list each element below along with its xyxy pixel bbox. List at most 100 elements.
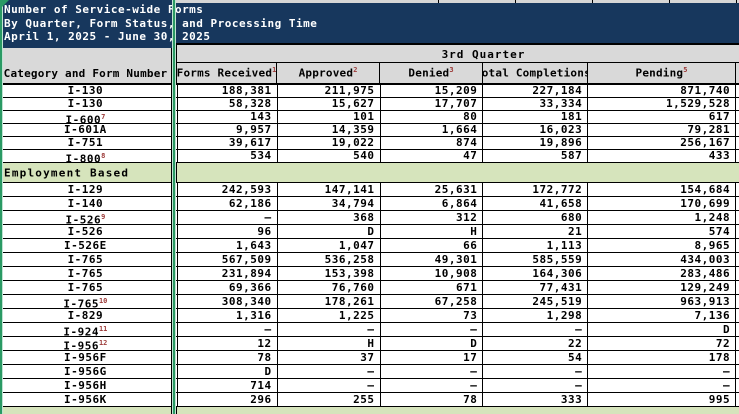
value-cell[interactable]: 567,509 (178, 253, 278, 266)
form-cell[interactable]: I-829 (0, 309, 172, 322)
column-header-pending[interactable]: Pending5 (588, 63, 736, 85)
value-cell[interactable]: 181 (483, 111, 589, 123)
value-cell[interactable]: 80 (381, 111, 484, 123)
value-cell[interactable]: 433 (588, 150, 737, 162)
quarter-header-cell[interactable]: 3rd Quarter (176, 45, 739, 62)
value-cell[interactable]: 714 (178, 379, 278, 392)
value-cell[interactable]: 671 (381, 281, 484, 294)
value-cell[interactable]: – (381, 323, 484, 336)
value-cell[interactable]: 33,334 (483, 98, 589, 110)
form-cell[interactable]: I-765 (0, 267, 172, 280)
value-cell[interactable]: 19,896 (483, 137, 589, 149)
form-cell[interactable]: I-526 (0, 225, 172, 238)
value-cell[interactable]: 76,760 (278, 281, 381, 294)
value-cell[interactable]: 153,398 (278, 267, 381, 280)
value-cell[interactable]: 1,316 (178, 309, 278, 322)
value-cell[interactable]: 1,298 (483, 309, 589, 322)
form-cell[interactable]: I-751 (0, 137, 172, 149)
value-cell[interactable]: 227,184 (483, 85, 589, 97)
form-cell[interactable]: I-130 (0, 85, 172, 97)
value-cell[interactable]: – (588, 365, 737, 378)
value-cell[interactable]: 1,529,528 (588, 98, 737, 110)
value-cell[interactable]: 12 (178, 337, 278, 350)
value-cell[interactable]: 1,664 (381, 124, 484, 136)
value-cell[interactable]: 72 (588, 337, 737, 350)
value-cell[interactable]: – (178, 211, 278, 224)
form-cell[interactable]: I-956F (0, 351, 172, 364)
value-cell[interactable]: – (278, 379, 381, 392)
value-cell[interactable]: H (381, 225, 484, 238)
value-cell[interactable]: 434,003 (588, 253, 737, 266)
value-cell[interactable]: 49,301 (381, 253, 484, 266)
value-cell[interactable]: 34,794 (278, 197, 381, 210)
form-cell[interactable]: I-956K (0, 393, 172, 406)
value-cell[interactable]: 17,707 (381, 98, 484, 110)
value-cell[interactable]: 47 (381, 150, 484, 162)
value-cell[interactable]: 69,366 (178, 281, 278, 294)
value-cell[interactable]: 22 (483, 337, 589, 350)
value-cell[interactable]: 41,658 (483, 197, 589, 210)
form-cell[interactable]: I-140 (0, 197, 172, 210)
value-cell[interactable]: 96 (178, 225, 278, 238)
value-cell[interactable]: 170,699 (588, 197, 737, 210)
value-cell[interactable]: 15,209 (381, 85, 484, 97)
value-cell[interactable]: 101 (278, 111, 381, 123)
value-cell[interactable]: 308,340 (178, 295, 278, 308)
value-cell[interactable]: 283,486 (588, 267, 737, 280)
value-cell[interactable]: 1,248 (588, 211, 737, 224)
value-cell[interactable]: 6,864 (381, 197, 484, 210)
value-cell[interactable]: 995 (588, 393, 737, 406)
value-cell[interactable]: 54 (483, 351, 589, 364)
value-cell[interactable]: 77,431 (483, 281, 589, 294)
value-cell[interactable]: 1,643 (178, 239, 278, 252)
value-cell[interactable]: 7,136 (588, 309, 737, 322)
value-cell[interactable]: – (278, 323, 381, 336)
value-cell[interactable]: 963,913 (588, 295, 737, 308)
column-header-denied[interactable]: Denied3 (380, 63, 483, 85)
form-cell[interactable]: I-92411 (0, 323, 172, 336)
value-cell[interactable]: 256,167 (588, 137, 737, 149)
value-cell[interactable]: 1,225 (278, 309, 381, 322)
column-header-forms-received[interactable]: Forms Received1 (177, 63, 277, 85)
value-cell[interactable]: 178 (588, 351, 737, 364)
form-cell[interactable]: I-5269 (0, 211, 172, 224)
form-cell[interactable]: I-765 (0, 281, 172, 294)
form-cell[interactable]: I-765 (0, 253, 172, 266)
value-cell[interactable]: 312 (381, 211, 484, 224)
value-cell[interactable]: 368 (278, 211, 381, 224)
value-cell[interactable]: 333 (483, 393, 589, 406)
value-cell[interactable]: 17 (381, 351, 484, 364)
value-cell[interactable]: 58,328 (178, 98, 278, 110)
value-cell[interactable]: D (178, 365, 278, 378)
value-cell[interactable]: D (381, 337, 484, 350)
value-cell[interactable]: 21 (483, 225, 589, 238)
value-cell[interactable]: 574 (588, 225, 737, 238)
value-cell[interactable]: 871,740 (588, 85, 737, 97)
column-header-total-completions[interactable]: Total Completions4 (483, 63, 588, 85)
value-cell[interactable]: 147,141 (278, 183, 381, 196)
value-cell[interactable]: 67,258 (381, 295, 484, 308)
value-cell[interactable]: 587 (483, 150, 589, 162)
value-cell[interactable]: 39,617 (178, 137, 278, 149)
section-row[interactable]: Employment Based (0, 163, 739, 183)
form-cell[interactable]: I-956G (0, 365, 172, 378)
value-cell[interactable]: 178,261 (278, 295, 381, 308)
value-cell[interactable]: 73 (381, 309, 484, 322)
value-cell[interactable]: – (483, 379, 589, 392)
form-cell[interactable]: I-95612 (0, 337, 172, 350)
value-cell[interactable]: 617 (588, 111, 737, 123)
column-header-approved[interactable]: Approved2 (277, 63, 380, 85)
form-cell[interactable]: I-6007 (0, 111, 172, 123)
value-cell[interactable]: H (278, 337, 381, 350)
value-cell[interactable]: 129,249 (588, 281, 737, 294)
value-cell[interactable]: 10,908 (381, 267, 484, 280)
value-cell[interactable]: 245,519 (483, 295, 589, 308)
value-cell[interactable]: 16,023 (483, 124, 589, 136)
value-cell[interactable]: 680 (483, 211, 589, 224)
value-cell[interactable]: 585,559 (483, 253, 589, 266)
value-cell[interactable]: 188,381 (178, 85, 278, 97)
value-cell[interactable]: 211,975 (278, 85, 381, 97)
category-column-header[interactable]: Category and Form Number (0, 44, 172, 85)
form-cell[interactable]: I-129 (0, 183, 172, 196)
value-cell[interactable]: 25,631 (381, 183, 484, 196)
